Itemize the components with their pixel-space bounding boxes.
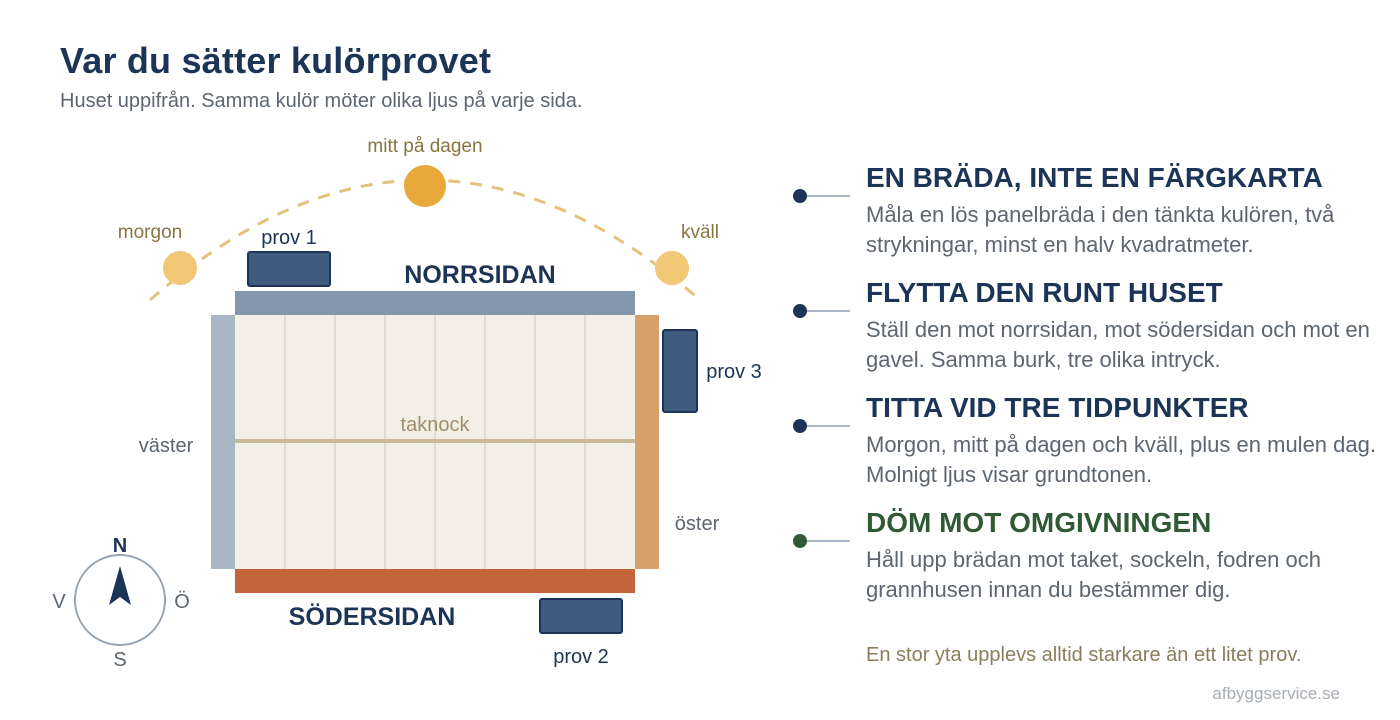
sun-evening-icon bbox=[655, 251, 689, 285]
compass: N S V Ö bbox=[52, 535, 189, 671]
page-subtitle: Huset uppifrån. Samma kulör möter olika … bbox=[60, 90, 583, 112]
tip-text: Morgon, mitt på dagen och kväll, plus en… bbox=[866, 432, 1376, 487]
south-wall bbox=[235, 569, 635, 593]
east-wall bbox=[635, 315, 659, 569]
page-title: Var du sätter kulörprovet bbox=[60, 40, 492, 81]
sun-noon-icon bbox=[404, 165, 446, 207]
compass-needle-icon bbox=[109, 566, 131, 605]
tip-heading: FLYTTA DEN RUNT HUSET bbox=[866, 277, 1223, 308]
footnote: En stor yta upplevs alltid starkare än e… bbox=[866, 644, 1302, 666]
compass-n-label: N bbox=[113, 535, 127, 557]
tip-text: Ställ den mot norrsidan, mot södersidan … bbox=[866, 317, 1370, 372]
credit-link[interactable]: afbyggservice.se bbox=[1212, 684, 1340, 703]
sample-2-label: prov 2 bbox=[553, 646, 609, 668]
ridge-label: taknock bbox=[401, 414, 471, 436]
bullet-dot-icon bbox=[793, 189, 807, 203]
sample-board-1 bbox=[247, 251, 331, 287]
sun-evening-label: kväll bbox=[681, 222, 719, 243]
sun-morning-label: morgon bbox=[118, 222, 182, 243]
sun-morning-icon bbox=[163, 251, 197, 285]
bullet-dot-icon bbox=[793, 304, 807, 318]
bullet-dot-icon bbox=[793, 534, 807, 548]
bullet-dot-icon bbox=[793, 419, 807, 433]
north-wall bbox=[235, 291, 635, 315]
compass-s-label: S bbox=[113, 649, 126, 671]
compass-v-label: V bbox=[52, 591, 66, 613]
tip-heading: DÖM MOT OMGIVNINGEN bbox=[866, 507, 1212, 538]
south-label: SÖDERSIDAN bbox=[289, 602, 456, 631]
east-label: öster bbox=[675, 513, 720, 535]
tip-heading: TITTA VID TRE TIDPUNKTER bbox=[866, 392, 1249, 423]
bullet-connector bbox=[807, 425, 850, 427]
sample-3-label: prov 3 bbox=[706, 361, 762, 383]
west-label: väster bbox=[139, 435, 194, 457]
sample-1-label: prov 1 bbox=[261, 227, 317, 249]
sun-noon-label: mitt på dagen bbox=[367, 136, 482, 157]
tip-heading: EN BRÄDA, INTE EN FÄRGKARTA bbox=[866, 162, 1323, 193]
compass-o-label: Ö bbox=[174, 591, 190, 613]
tip-text: Måla en lös panelbräda i den tänkta kulö… bbox=[866, 202, 1335, 257]
west-wall bbox=[211, 315, 235, 569]
bullet-connector bbox=[807, 195, 850, 197]
north-label: NORRSIDAN bbox=[404, 261, 555, 289]
bullet-connector bbox=[807, 540, 850, 542]
tip-text: Håll upp brädan mot taket, sockeln, fodr… bbox=[866, 547, 1321, 602]
sample-board-3 bbox=[662, 329, 698, 413]
compass-ring bbox=[74, 554, 166, 646]
sample-board-2 bbox=[539, 598, 623, 634]
sun-path-arc bbox=[149, 178, 701, 302]
bullet-connector bbox=[807, 310, 850, 312]
